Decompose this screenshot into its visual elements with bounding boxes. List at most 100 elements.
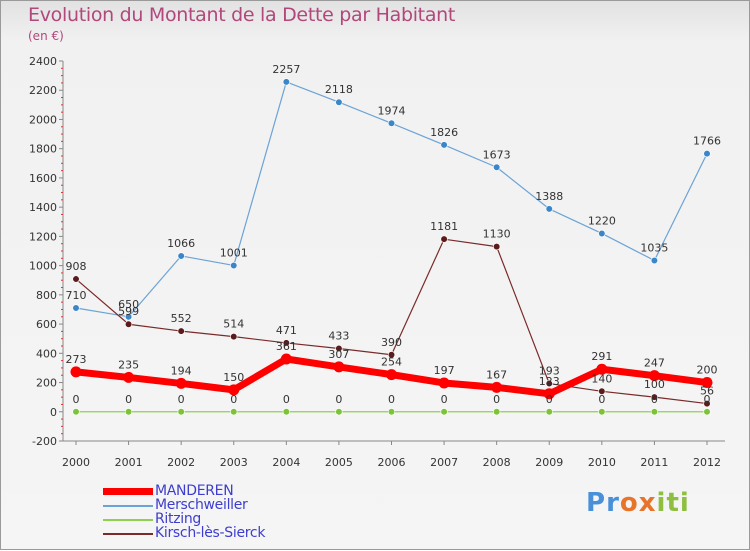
data-point	[335, 344, 343, 353]
legend-item-manderen: MANDEREN	[103, 483, 323, 499]
y-tick-label: 2000	[29, 113, 57, 126]
data-point	[701, 377, 713, 389]
data-point	[545, 379, 553, 388]
y-tick-label: 0	[50, 406, 57, 419]
data-point	[543, 388, 555, 400]
data-point	[596, 363, 608, 375]
data-label: 0	[441, 393, 448, 406]
y-tick-label: 2200	[29, 84, 57, 97]
data-label: 0	[598, 393, 605, 406]
data-point	[650, 256, 659, 265]
data-point	[124, 408, 133, 416]
data-point	[70, 366, 82, 378]
data-point	[440, 408, 448, 416]
data-point	[703, 399, 711, 408]
data-label: 552	[171, 312, 192, 325]
proxiti-logo: Proxiti	[586, 488, 690, 518]
data-label: 273	[66, 353, 87, 366]
data-label: 1035	[640, 242, 668, 255]
data-point	[493, 408, 501, 416]
y-tick-label: 1000	[29, 260, 57, 273]
data-label: 1766	[693, 135, 721, 148]
data-label: 0	[546, 393, 553, 406]
y-tick-label: 800	[36, 289, 57, 302]
data-point	[703, 408, 711, 416]
data-point	[648, 370, 660, 382]
logo-letter: r	[606, 488, 620, 518]
x-tick-label: 2009	[535, 456, 563, 469]
y-tick-label: 1200	[29, 230, 57, 243]
data-point	[491, 381, 503, 393]
y-tick-label: 1600	[29, 172, 57, 185]
data-label: 1388	[535, 190, 563, 203]
x-tick-label: 2000	[62, 456, 90, 469]
y-tick-label: -200	[32, 435, 57, 448]
data-point	[230, 333, 238, 341]
data-label: 56	[700, 385, 714, 398]
data-point	[72, 408, 80, 416]
chart-subtitle: (en €)	[28, 29, 64, 43]
x-tick-label: 2008	[483, 456, 511, 469]
data-point	[598, 408, 606, 416]
data-label: 291	[591, 350, 612, 363]
data-point	[545, 205, 553, 213]
chart-title: Evolution du Montant de la Dette par Hab…	[28, 4, 456, 26]
data-point	[282, 339, 290, 347]
data-label: 0	[230, 393, 237, 406]
y-tick-label: 1800	[29, 143, 57, 156]
data-point	[228, 384, 240, 396]
data-point	[177, 327, 185, 335]
data-point	[72, 304, 80, 312]
legend-item-ritzing: Ritzing	[103, 511, 323, 527]
x-tick-label: 2006	[378, 456, 406, 469]
data-label: 307	[328, 348, 349, 361]
legend-label-ritzing: Ritzing	[155, 511, 202, 527]
legend-item-kirsch: Kirsch-lès-Sierck	[103, 525, 323, 541]
data-label: 150	[223, 371, 244, 384]
data-label: 167	[486, 368, 507, 381]
data-point	[124, 320, 133, 328]
data-label: 0	[388, 393, 395, 406]
data-point	[650, 408, 659, 416]
x-tick-label: 2004	[272, 456, 300, 469]
data-point	[438, 377, 450, 389]
data-point	[386, 369, 397, 381]
data-point	[230, 408, 238, 416]
data-label: 0	[178, 393, 185, 406]
data-point	[333, 361, 345, 373]
legend-swatch-ritzing	[103, 519, 153, 521]
data-label: 1220	[588, 214, 616, 227]
data-label: 1130	[483, 228, 511, 241]
data-label: 0	[73, 393, 80, 406]
logo-letter: i	[679, 488, 690, 518]
legend-swatch-kirsch	[103, 533, 153, 535]
data-label: 1974	[378, 104, 406, 117]
data-label: 514	[223, 318, 244, 331]
legend-item-merschweiller: Merschweiller	[103, 497, 323, 513]
data-point	[335, 98, 343, 106]
legend: MANDEREN Merschweiller Ritzing Kirsch-lè…	[103, 483, 323, 541]
data-label: 200	[697, 364, 718, 377]
data-label: 0	[335, 393, 342, 406]
data-point	[175, 377, 187, 389]
data-point	[598, 387, 606, 395]
data-point	[335, 408, 343, 416]
legend-label-manderen: MANDEREN	[155, 483, 234, 499]
logo-letter: o	[619, 488, 639, 518]
x-tick-label: 2005	[325, 456, 353, 469]
y-tick-label: 2400	[29, 55, 57, 68]
data-point	[703, 150, 711, 158]
logo-letter: t	[666, 488, 680, 518]
data-label: 0	[125, 393, 132, 406]
data-label: 254	[381, 356, 402, 369]
logo-letter: i	[656, 488, 667, 518]
logo-letter: x	[638, 488, 657, 518]
data-label: 0	[493, 393, 500, 406]
x-tick-label: 2002	[167, 456, 195, 469]
data-point	[72, 275, 80, 283]
data-label: 123	[539, 375, 560, 388]
data-label: 0	[283, 393, 290, 406]
data-point	[545, 408, 553, 416]
logo-letter: P	[586, 488, 607, 518]
